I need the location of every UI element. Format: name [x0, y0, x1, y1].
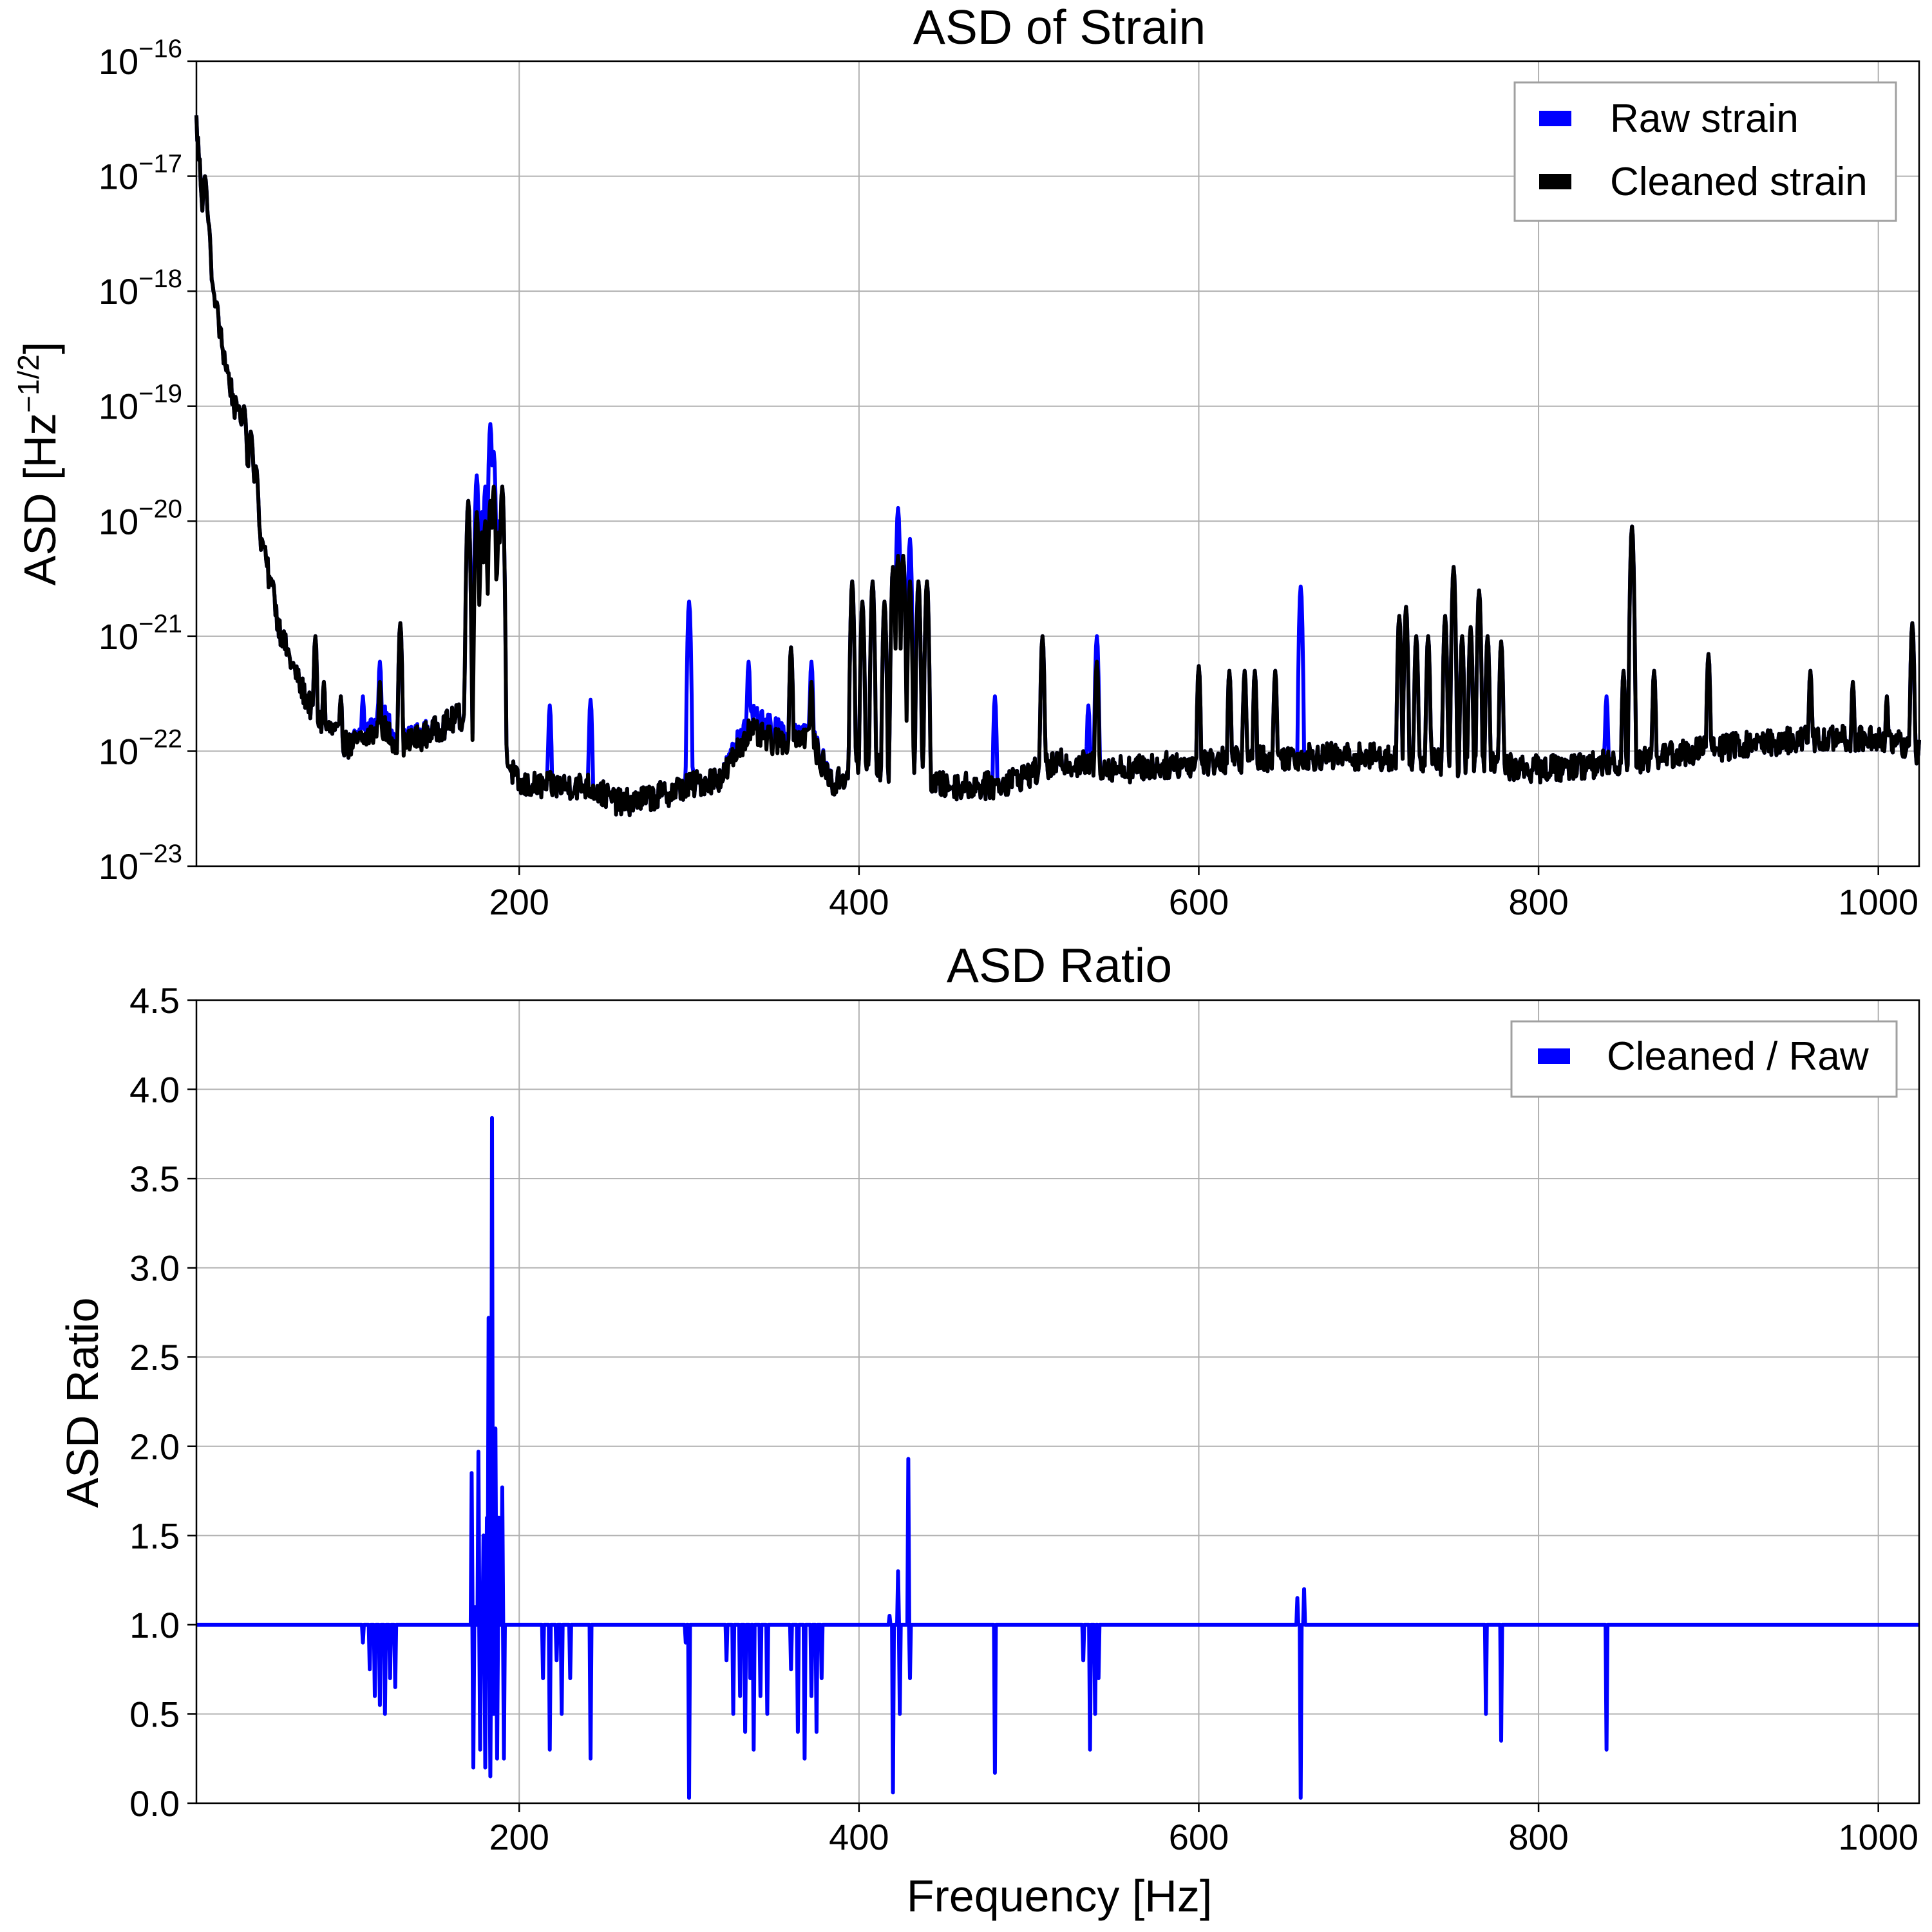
x-tick-label-top: 600: [1169, 882, 1229, 922]
y-tick-label-bottom: 3.0: [129, 1248, 180, 1289]
x-ticks-bottom: 200 400 600 800 1000: [489, 1803, 1918, 1857]
axes-frame-top: [195, 60, 1920, 867]
grid-bottom: [196, 999, 1919, 1804]
chart-title-bottom: ASD Ratio: [947, 938, 1172, 992]
y-tick-label-bottom: 3.5: [129, 1159, 180, 1199]
y-tick-label-top: 10−22: [99, 724, 182, 772]
asd-strain-panel: ASD of Strain 200 400 600 800 1000 10−1610−1…: [12, 0, 1921, 922]
y-tick-label-bottom: 0.0: [129, 1783, 180, 1824]
legend-swatch-cleaned-raw: [1538, 1048, 1570, 1064]
x-ticks-top: 200 400 600 800 1000: [489, 866, 1918, 922]
legend-top: Raw strain Cleaned strain: [1513, 81, 1897, 222]
y-tick-label-top: 10−20: [99, 495, 182, 542]
y-tick-label-top: 10−21: [99, 610, 182, 657]
x-axis-label-bottom: Frequency [Hz]: [907, 1871, 1213, 1921]
plot-area-bottom: [196, 1115, 1919, 1800]
y-tick-label-top: 10−23: [99, 840, 182, 887]
y-tick-label-bottom: 4.5: [129, 980, 180, 1021]
x-tick-label-bottom: 400: [829, 1817, 889, 1857]
y-axis-label-bottom: ASD Ratio: [57, 1298, 108, 1508]
y-tick-label-top: 10−17: [99, 150, 182, 197]
y-tick-label-bottom: 2.5: [129, 1337, 180, 1378]
legend-frame-top: [1513, 81, 1897, 222]
plot-area-top: [194, 115, 1921, 817]
x-tick-label-bottom: 200: [489, 1817, 549, 1857]
axes-frame-bottom: [195, 999, 1920, 1804]
x-tick-label-top: 1000: [1838, 882, 1918, 922]
y-tick-label-top: 10−16: [99, 35, 182, 82]
y-tick-label-bottom: 2.0: [129, 1426, 180, 1467]
series-cleaned-strain: [194, 115, 1921, 817]
y-tick-label-top: 10−18: [99, 265, 182, 312]
legend-swatch-cleaned-strain: [1539, 174, 1571, 189]
chart-title-top: ASD of Strain: [913, 0, 1206, 54]
y-tick-label-bottom: 1.0: [129, 1605, 180, 1645]
legend-label-cleaned-strain: Cleaned strain: [1610, 160, 1868, 204]
x-tick-label-top: 200: [489, 882, 549, 922]
y-ticks-top: 10−16 10−17 10−18 10−19 10−20 10−21 10−22 10−23: [99, 35, 196, 887]
y-ticks-bottom: 0.0 0.5 1.0 1.5 2.0 2.5 3.0 3.5 4.0 4.5: [129, 980, 196, 1824]
series-cleaned-over-raw: [196, 1115, 1919, 1800]
x-tick-label-bottom: 600: [1169, 1817, 1229, 1857]
legend-label-raw-strain: Raw strain: [1610, 97, 1799, 141]
x-tick-label-top: 800: [1508, 882, 1568, 922]
y-tick-label-bottom: 1.5: [129, 1515, 180, 1556]
y-tick-label-bottom: 4.0: [129, 1070, 180, 1110]
asd-ratio-panel: ASD Ratio 200 400 600 800 1000 0.0 0.5 1.0 1.5 2…: [57, 938, 1920, 1921]
x-tick-label-top: 400: [829, 882, 889, 922]
x-tick-label-bottom: 1000: [1838, 1817, 1918, 1857]
y-tick-label-bottom: 0.5: [129, 1694, 180, 1734]
legend-label-cleaned-raw: Cleaned / Raw: [1607, 1034, 1869, 1079]
y-tick-label-top: 10−19: [99, 380, 182, 427]
legend-bottom: Cleaned / Raw: [1510, 1020, 1898, 1098]
x-tick-label-bottom: 800: [1508, 1817, 1568, 1857]
y-axis-label-top: ASD [Hz−1/2]: [12, 342, 65, 586]
legend-frame-bottom: [1510, 1020, 1898, 1098]
legend-swatch-raw-strain: [1539, 111, 1571, 126]
